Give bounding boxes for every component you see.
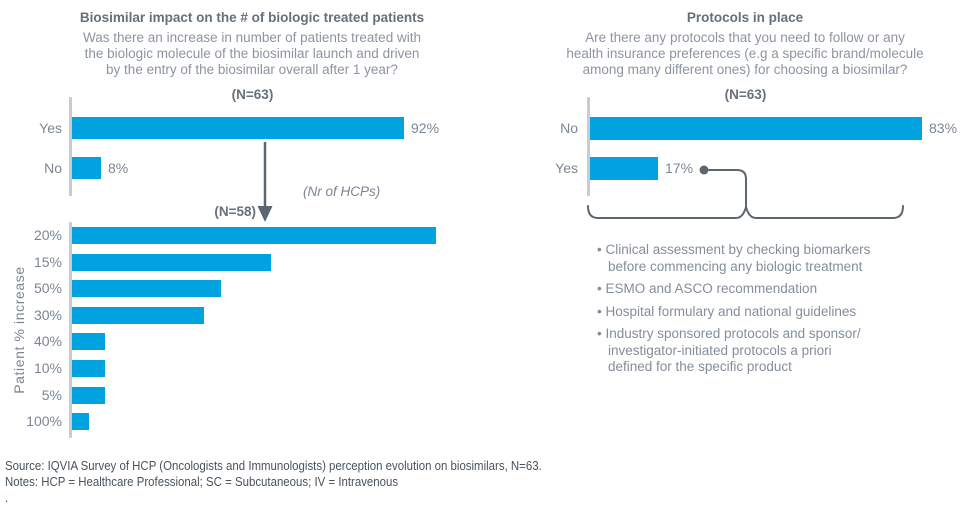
category-label: 40% bbox=[33, 333, 62, 349]
value-label: 83% bbox=[929, 120, 958, 136]
bar bbox=[590, 157, 658, 180]
y-axis-line bbox=[69, 222, 72, 438]
category-label: 5% bbox=[41, 387, 62, 403]
bar bbox=[590, 117, 922, 140]
chart-biosimilar-impact: Yes 92% No 8% bbox=[0, 97, 482, 197]
category-label: No bbox=[560, 120, 578, 136]
category-label: 15% bbox=[33, 254, 62, 270]
bar bbox=[72, 413, 89, 430]
arrow-note: (Nr of HCPs) bbox=[303, 184, 381, 199]
category-label: 30% bbox=[33, 307, 62, 323]
left-panel-title: Biosimilar impact on the # of biologic t… bbox=[79, 10, 425, 25]
category-label: No bbox=[44, 160, 62, 176]
bar bbox=[72, 307, 204, 324]
value-label: 92% bbox=[411, 120, 440, 136]
category-label: 100% bbox=[26, 413, 62, 429]
right-chart-n-label: (N=63) bbox=[724, 87, 767, 102]
y-axis-line bbox=[69, 97, 72, 196]
left-panel-question: Was there an increase in number of patie… bbox=[83, 30, 421, 77]
bar bbox=[72, 157, 101, 179]
bar bbox=[72, 227, 436, 244]
bar bbox=[72, 117, 404, 139]
bar bbox=[72, 387, 105, 404]
category-label: 10% bbox=[33, 360, 62, 376]
bullet-item: • Clinical assessment by checking biomar… bbox=[597, 242, 871, 274]
category-label: 50% bbox=[33, 280, 62, 296]
y-axis-line bbox=[587, 97, 590, 196]
category-label: Yes bbox=[555, 160, 578, 176]
bar bbox=[72, 254, 271, 271]
bullet-item: • Hospital formulary and national guidel… bbox=[597, 303, 857, 319]
down-arrow-icon bbox=[257, 142, 273, 222]
left-top-chart-n-label: (N=63) bbox=[231, 87, 274, 102]
right-panel-title: Protocols in place bbox=[686, 10, 804, 25]
bar bbox=[72, 280, 221, 297]
category-label: 20% bbox=[33, 227, 62, 243]
bar bbox=[72, 360, 105, 377]
left-bottom-chart-n-label: (N=58) bbox=[214, 204, 256, 219]
trailing-period: . bbox=[5, 490, 9, 505]
right-panel-question: Are there any protocols that you need to… bbox=[566, 30, 924, 77]
value-label: 17% bbox=[665, 160, 694, 176]
chart-patient-increase: Patient % increase 20% 15% 50% 30% 40% 10% 5% 1… bbox=[0, 222, 482, 440]
value-label: 8% bbox=[108, 160, 129, 176]
bar bbox=[72, 333, 105, 350]
footnotes: Notes: HCP = Healthcare Professional; SC… bbox=[5, 474, 399, 489]
source-note: Source: IQVIA Survey of HCP (Oncologists… bbox=[5, 458, 542, 473]
brace-icon bbox=[587, 203, 904, 219]
bullet-item: • Industry sponsored protocols and spons… bbox=[597, 326, 861, 374]
category-label: Yes bbox=[39, 120, 62, 136]
callout-connector-line bbox=[699, 165, 747, 207]
chart-protocols: No 83% Yes 17% bbox=[482, 97, 964, 197]
bullet-item: • ESMO and ASCO recommendation bbox=[597, 281, 818, 296]
protocols-bullet-list: • Clinical assessment by checking biomar… bbox=[597, 242, 945, 382]
